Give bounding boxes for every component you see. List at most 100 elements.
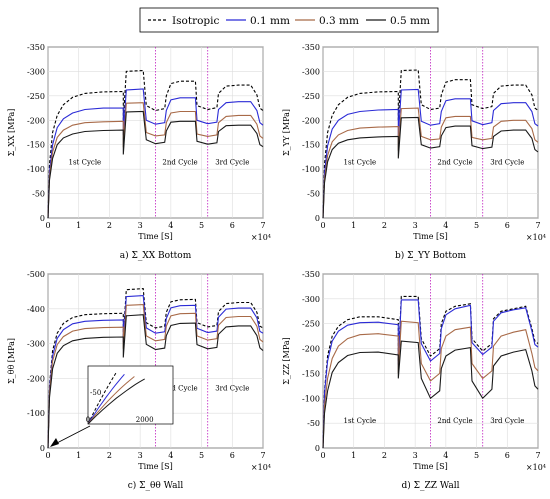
y-tick-label: -150 xyxy=(302,141,320,150)
y-tick-label: -300 xyxy=(27,67,45,76)
series-line-2 xyxy=(322,320,539,449)
x-multiplier: ×10⁴ xyxy=(251,463,271,472)
cycle-label-1: 2nd Cycle xyxy=(162,158,197,166)
x-tick-label: 3 xyxy=(413,221,418,230)
x-tick-label: 7 xyxy=(260,451,265,460)
inset-series-line-0 xyxy=(87,372,117,425)
y-axis-label: Σ_ZZ [MPa] xyxy=(282,337,291,385)
x-tick-label: 0 xyxy=(320,451,325,460)
y-tick-label: -150 xyxy=(27,141,45,150)
x-axis-label: Time [S] xyxy=(138,462,172,471)
y-tick-label: -250 xyxy=(302,92,320,101)
x-tick-label: 1 xyxy=(351,451,356,460)
x-tick-label: 3 xyxy=(413,451,418,460)
y-tick-label: 0 xyxy=(315,444,320,453)
y-tick-label: -300 xyxy=(302,67,320,76)
x-tick-label: 4 xyxy=(168,221,173,230)
x-tick-label: 2 xyxy=(107,451,112,460)
y-tick-label: -200 xyxy=(302,345,320,354)
legend: Isotropic 0.1 mm 0.3 mm 0.5 mm xyxy=(139,7,439,33)
chart-sigma-yy-bottom: 0 1 2 3 4 5 6 7 0 -50 -100 -150 -200 -250 -300 -350 Time… xyxy=(282,43,546,261)
y-tick-label: -350 xyxy=(302,43,320,52)
y-tick-label: -100 xyxy=(302,394,320,403)
y-axis-label: Σ_YY [MPa] xyxy=(282,109,291,156)
y-tick-label: -50 xyxy=(307,419,320,428)
y-tick-label: -350 xyxy=(27,43,45,52)
x-tick-label: 0 xyxy=(320,221,325,230)
cycle-label-2: 3rd Cycle xyxy=(490,158,524,166)
legend-label-0: Isotropic xyxy=(172,15,219,27)
legend-box xyxy=(139,7,439,33)
series-line-2 xyxy=(322,107,539,219)
y-tick-label: -250 xyxy=(27,92,45,101)
y-tick-label: -200 xyxy=(27,116,45,125)
x-multiplier: ×10⁴ xyxy=(251,233,271,242)
x-tick-label: 3 xyxy=(138,221,143,230)
cycle-label-1: 2nd Cycle xyxy=(437,417,472,425)
inset-x-tick-label: 0 xyxy=(86,416,90,424)
x-multiplier: ×10⁴ xyxy=(526,463,546,472)
y-tick-label: -100 xyxy=(27,165,45,174)
series-line-1 xyxy=(47,88,264,219)
cycle-label-0: 2nd Cycle xyxy=(162,385,197,393)
series-line-2 xyxy=(47,304,264,449)
y-tick-label: -200 xyxy=(27,374,45,383)
x-tick-label: 5 xyxy=(199,221,204,230)
inset-x-tick-label: 2000 xyxy=(136,416,154,424)
x-tick-label: 2 xyxy=(382,221,387,230)
x-tick-label: 5 xyxy=(199,451,204,460)
y-tick-label: -400 xyxy=(27,305,45,314)
series-line-3 xyxy=(47,314,264,449)
x-tick-label: 4 xyxy=(168,451,173,460)
series-line-0 xyxy=(322,295,539,449)
x-tick-label: 1 xyxy=(76,451,81,460)
series-line-1 xyxy=(322,299,539,449)
series-line-1 xyxy=(47,295,264,449)
inset-frame xyxy=(87,365,174,425)
series-line-2 xyxy=(47,102,264,219)
chart-caption: b) Σ_YY Bottom xyxy=(395,250,466,261)
x-tick-label: 6 xyxy=(505,221,510,230)
x-tick-label: 2 xyxy=(107,221,112,230)
x-axis-label: Time [S] xyxy=(413,462,447,471)
x-tick-label: 6 xyxy=(230,451,235,460)
legend-label-3: 0.5 mm xyxy=(390,15,430,27)
inset-y-tick-label: -50 xyxy=(90,389,101,397)
x-axis-label: Time [S] xyxy=(413,232,447,241)
y-tick-label: 0 xyxy=(40,444,45,453)
x-tick-label: 7 xyxy=(260,221,265,230)
inset-series-line-1 xyxy=(87,373,125,425)
y-tick-label: -100 xyxy=(302,165,320,174)
y-axis-label: Σ_θθ [MPa] xyxy=(7,338,16,384)
x-tick-label: 5 xyxy=(474,221,479,230)
y-tick-label: -300 xyxy=(27,340,45,349)
x-tick-label: 3 xyxy=(138,451,143,460)
y-tick-label: -350 xyxy=(302,270,320,279)
y-tick-label: -300 xyxy=(302,295,320,304)
inset-series-line-2 xyxy=(87,376,135,425)
chart-caption: a) Σ_XX Bottom xyxy=(120,250,192,261)
y-tick-label: -150 xyxy=(302,369,320,378)
chart-caption: c) Σ_θθ Wall xyxy=(128,480,184,491)
legend-label-1: 0.1 mm xyxy=(250,15,290,27)
y-tick-label: -200 xyxy=(302,116,320,125)
series-line-1 xyxy=(322,88,539,219)
series-line-3 xyxy=(322,340,539,449)
y-tick-label: -50 xyxy=(307,190,320,199)
x-tick-label: 7 xyxy=(535,451,540,460)
inset-pointer-arrowhead xyxy=(50,438,59,447)
inset-pointer-arrow xyxy=(54,425,91,445)
chart-sigma-xx-bottom: 0 1 2 3 4 5 6 7 0 -50 -100 -150 -200 -250 -300 -350 Time… xyxy=(7,43,271,261)
y-tick-label: -50 xyxy=(32,190,45,199)
series-line-3 xyxy=(322,116,539,219)
y-tick-label: -250 xyxy=(302,320,320,329)
y-axis-label: Σ_XX [MPa] xyxy=(7,109,16,157)
x-tick-label: 4 xyxy=(443,221,448,230)
x-axis-label: Time [S] xyxy=(138,232,172,241)
chart-caption: d) Σ_ZZ Wall xyxy=(402,480,460,491)
y-tick-label: 0 xyxy=(40,214,45,223)
chart-sigma-zz-wall: 0 1 2 3 4 5 6 7 0 -50 -100 -150 -200 -250 -300 -350 Time… xyxy=(282,270,546,491)
x-tick-label: 4 xyxy=(443,451,448,460)
cycle-label-0: 1st Cycle xyxy=(344,417,377,425)
